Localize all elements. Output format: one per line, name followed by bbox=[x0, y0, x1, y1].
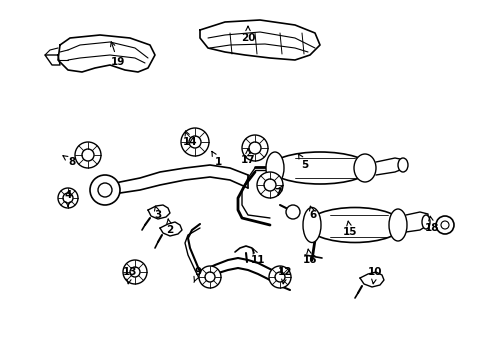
Text: 9: 9 bbox=[194, 267, 201, 282]
Text: 11: 11 bbox=[250, 249, 264, 265]
Ellipse shape bbox=[248, 142, 261, 154]
Text: 13: 13 bbox=[122, 267, 137, 284]
Ellipse shape bbox=[242, 135, 267, 161]
Text: 19: 19 bbox=[110, 42, 125, 67]
Ellipse shape bbox=[285, 205, 299, 219]
Ellipse shape bbox=[274, 272, 285, 282]
Text: 18: 18 bbox=[424, 216, 438, 233]
Ellipse shape bbox=[265, 152, 284, 184]
Ellipse shape bbox=[63, 193, 73, 203]
Ellipse shape bbox=[397, 158, 407, 172]
Ellipse shape bbox=[421, 215, 429, 229]
Ellipse shape bbox=[269, 152, 369, 184]
Ellipse shape bbox=[75, 142, 101, 168]
Ellipse shape bbox=[307, 207, 402, 243]
Ellipse shape bbox=[264, 179, 275, 191]
Ellipse shape bbox=[58, 188, 78, 208]
Text: 1: 1 bbox=[211, 151, 221, 167]
Ellipse shape bbox=[181, 128, 208, 156]
Text: 17: 17 bbox=[240, 149, 255, 165]
Ellipse shape bbox=[440, 221, 448, 229]
Ellipse shape bbox=[268, 266, 290, 288]
Ellipse shape bbox=[353, 154, 375, 182]
Ellipse shape bbox=[257, 172, 283, 198]
Ellipse shape bbox=[303, 207, 320, 243]
Text: 4: 4 bbox=[64, 190, 72, 206]
Ellipse shape bbox=[388, 209, 406, 241]
Text: 10: 10 bbox=[367, 267, 382, 284]
Text: 12: 12 bbox=[277, 267, 292, 284]
Text: 16: 16 bbox=[302, 249, 317, 265]
Ellipse shape bbox=[82, 149, 94, 161]
Text: 14: 14 bbox=[183, 131, 197, 147]
Text: 15: 15 bbox=[342, 221, 357, 237]
Ellipse shape bbox=[204, 272, 215, 282]
Ellipse shape bbox=[90, 175, 120, 205]
Ellipse shape bbox=[123, 260, 147, 284]
Text: 7: 7 bbox=[274, 185, 282, 198]
Text: 6: 6 bbox=[309, 206, 316, 220]
Ellipse shape bbox=[130, 267, 140, 277]
Ellipse shape bbox=[189, 136, 201, 148]
Ellipse shape bbox=[98, 183, 112, 197]
Text: 3: 3 bbox=[154, 206, 162, 220]
Text: 8: 8 bbox=[63, 156, 76, 167]
Ellipse shape bbox=[435, 216, 453, 234]
Text: 20: 20 bbox=[240, 26, 255, 43]
Text: 2: 2 bbox=[166, 219, 173, 235]
Ellipse shape bbox=[199, 266, 221, 288]
Text: 5: 5 bbox=[298, 154, 308, 170]
